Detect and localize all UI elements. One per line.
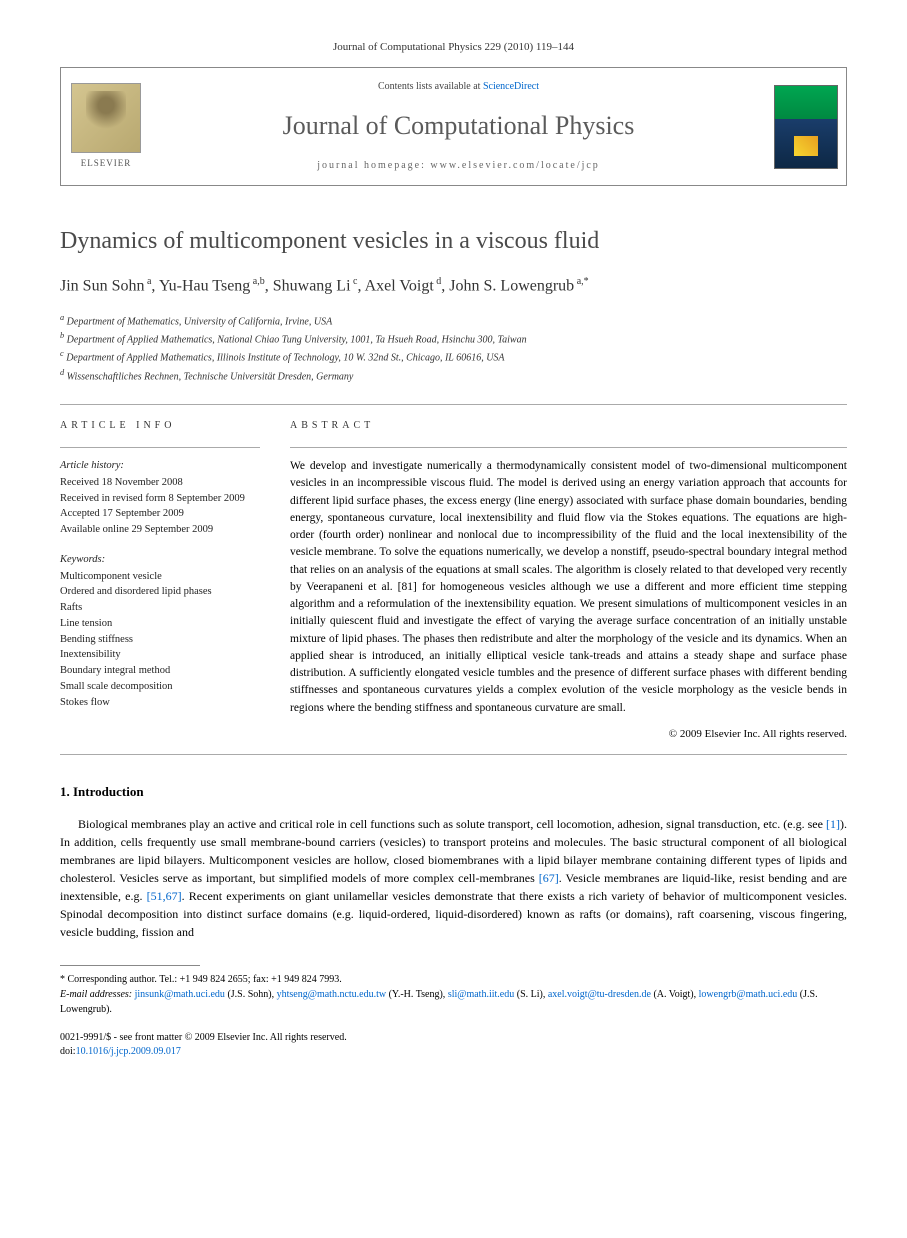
corresponding-author: * Corresponding author. Tel.: +1 949 824…: [60, 972, 847, 987]
history-item: Received 18 November 2008: [60, 475, 260, 491]
affiliation-line: d Wissenschaftliches Rechnen, Technische…: [60, 367, 847, 384]
keyword-item: Boundary integral method: [60, 663, 260, 679]
keyword-item: Line tension: [60, 616, 260, 632]
homepage-url: www.elsevier.com/locate/jcp: [430, 160, 599, 171]
doi-label: doi:: [60, 1046, 76, 1057]
article-info-block: Article history: Received 18 November 20…: [60, 458, 260, 710]
contents-available-line: Contents lists available at ScienceDirec…: [171, 80, 746, 94]
email-who: (A. Voigt),: [651, 989, 699, 1000]
authors-line: Jin Sun Sohn a, Yu-Hau Tseng a,b, Shuwan…: [60, 275, 847, 298]
abstract-text: We develop and investigate numerically a…: [290, 458, 847, 717]
email-label: E-mail addresses:: [60, 989, 135, 1000]
abstract-label: ABSTRACT: [290, 419, 847, 433]
intro-paragraph-1: Biological membranes play an active and …: [60, 815, 847, 941]
article-title: Dynamics of multicomponent vesicles in a…: [60, 226, 847, 257]
intro-text-1: Biological membranes play an active and …: [78, 817, 826, 831]
article-info-label: ARTICLE INFO: [60, 419, 260, 433]
email-who: (S. Li),: [514, 989, 548, 1000]
header-center: Contents lists available at ScienceDirec…: [151, 68, 766, 184]
abstract-divider: [290, 447, 847, 448]
keyword-item: Small scale decomposition: [60, 679, 260, 695]
affil-text: Department of Mathematics, University of…: [64, 316, 332, 327]
affil-text: Department of Applied Mathematics, Illin…: [64, 353, 505, 364]
keyword-item: Ordered and disordered lipid phases: [60, 584, 260, 600]
email-who: (J.S. Sohn),: [225, 989, 277, 1000]
email-link[interactable]: lowengrb@math.uci.edu: [699, 989, 798, 1000]
journal-name: Journal of Computational Physics: [171, 108, 746, 144]
affil-text: Wissenschaftliches Rechnen, Technische U…: [64, 371, 353, 382]
affil-text: Department of Applied Mathematics, Natio…: [64, 334, 526, 345]
ref-link-1[interactable]: [1]: [826, 817, 840, 831]
keyword-item: Inextensibility: [60, 647, 260, 663]
ref-link-67a[interactable]: [67]: [539, 871, 559, 885]
elsevier-label: ELSEVIER: [81, 157, 132, 170]
homepage-line: journal homepage: www.elsevier.com/locat…: [171, 159, 746, 173]
affiliations-block: a Department of Mathematics, University …: [60, 312, 847, 384]
homepage-prefix: journal homepage:: [317, 160, 430, 171]
affiliation-line: b Department of Applied Mathematics, Nat…: [60, 330, 847, 347]
history-item: Received in revised form 8 September 200…: [60, 491, 260, 507]
contents-prefix: Contents lists available at: [378, 81, 483, 92]
keyword-item: Stokes flow: [60, 695, 260, 711]
intro-heading: 1. Introduction: [60, 783, 847, 801]
email-link[interactable]: jinsunk@math.uci.edu: [135, 989, 225, 1000]
journal-citation: Journal of Computational Physics 229 (20…: [60, 40, 847, 55]
abstract-col: ABSTRACT We develop and investigate nume…: [290, 419, 847, 742]
abstract-copyright: © 2009 Elsevier Inc. All rights reserved…: [290, 727, 847, 742]
email-link[interactable]: axel.voigt@tu-dresden.de: [548, 989, 651, 1000]
affiliation-line: a Department of Mathematics, University …: [60, 312, 847, 329]
elsevier-logo: ELSEVIER: [61, 68, 151, 184]
email-link[interactable]: yhtseng@math.nctu.edu.tw: [277, 989, 386, 1000]
journal-cover-thumb: [766, 68, 846, 184]
info-divider: [60, 447, 260, 448]
divider-top: [60, 404, 847, 405]
journal-header-box: ELSEVIER Contents lists available at Sci…: [60, 67, 847, 185]
keyword-item: Multicomponent vesicle: [60, 569, 260, 585]
email-link[interactable]: sli@math.iit.edu: [448, 989, 514, 1000]
cover-image-icon: [774, 85, 838, 169]
info-abstract-row: ARTICLE INFO Article history: Received 1…: [60, 419, 847, 742]
history-item: Accepted 17 September 2009: [60, 506, 260, 522]
bottom-meta: 0021-9991/$ - see front matter © 2009 El…: [60, 1031, 847, 1059]
footnote-divider: [60, 965, 200, 966]
issn-line: 0021-9991/$ - see front matter © 2009 El…: [60, 1031, 847, 1045]
ref-link-51-67[interactable]: [51,67]: [147, 889, 182, 903]
doi-link[interactable]: 10.1016/j.jcp.2009.09.017: [76, 1046, 181, 1057]
history-head: Article history:: [60, 458, 260, 474]
email-who: (Y.-H. Tseng),: [386, 989, 448, 1000]
keyword-item: Rafts: [60, 600, 260, 616]
doi-line: doi:10.1016/j.jcp.2009.09.017: [60, 1045, 847, 1059]
elsevier-tree-icon: [71, 83, 141, 153]
email-line: E-mail addresses: jinsunk@math.uci.edu (…: [60, 987, 847, 1017]
history-item: Available online 29 September 2009: [60, 522, 260, 538]
history-list: Received 18 November 2008Received in rev…: [60, 475, 260, 538]
keywords-head: Keywords:: [60, 552, 260, 568]
article-info-col: ARTICLE INFO Article history: Received 1…: [60, 419, 260, 742]
keyword-item: Bending stiffness: [60, 632, 260, 648]
keywords-list: Multicomponent vesicleOrdered and disord…: [60, 569, 260, 711]
affiliation-line: c Department of Applied Mathematics, Ill…: [60, 348, 847, 365]
footnotes-block: * Corresponding author. Tel.: +1 949 824…: [60, 972, 847, 1017]
sciencedirect-link[interactable]: ScienceDirect: [483, 81, 539, 92]
divider-bottom: [60, 754, 847, 755]
